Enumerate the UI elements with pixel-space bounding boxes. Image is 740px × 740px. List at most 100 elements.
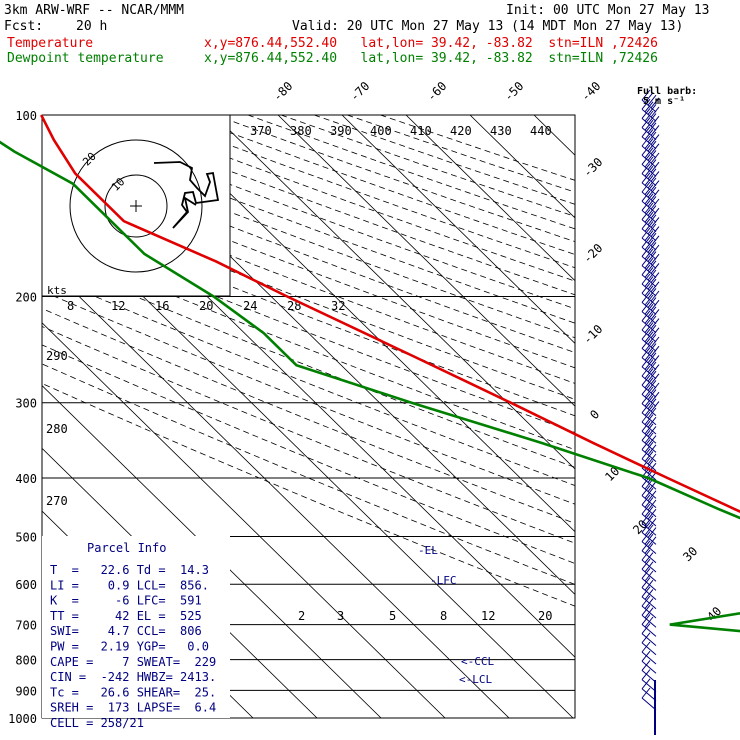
mixing-ratio-label: 20	[199, 299, 213, 313]
isotherm	[42, 259, 510, 718]
dewpoint-series-label: Dewpoint temperature	[7, 51, 164, 66]
theta-e-label: 270	[46, 494, 68, 508]
parcel-info-row: TT = 42 EL = 525	[50, 609, 202, 623]
theta-e-label: 290	[46, 349, 68, 363]
dry-adiabat	[42, 344, 575, 564]
isotherm	[213, 115, 575, 470]
wind-barb	[641, 117, 660, 140]
dry-adiabat	[214, 115, 575, 243]
isotherm-label: -60	[424, 79, 449, 104]
isotherm	[598, 115, 740, 718]
dry-adiabat-label: 440	[530, 124, 552, 138]
wind-barb	[641, 236, 660, 260]
isotherm-label: 20	[630, 517, 650, 537]
pressure-label: 600	[15, 578, 37, 592]
parcel-info-box: Parcel Info T = 22.6 Td = 14.3LI = 0.9 L…	[42, 536, 230, 730]
wind-barb	[641, 365, 660, 389]
dry-adiabat	[42, 257, 575, 468]
dry-adiabat-label: 390	[330, 124, 352, 138]
dry-adiabat-label: 410	[410, 124, 432, 138]
hodograph-units: kts	[47, 284, 67, 297]
hodograph-ring-inner	[104, 174, 168, 238]
dry-adiabat	[42, 308, 575, 524]
mixing-ratio-label: 8	[67, 299, 74, 313]
valid-time: Valid: 20 UTC Mon 27 May 13 (14 MDT Mon …	[292, 19, 684, 34]
dry-adiabat-label: 400	[370, 124, 392, 138]
wind-barb	[641, 402, 657, 426]
hodograph: 20 10 kts	[41, 114, 231, 297]
pressure-label: 300	[15, 397, 37, 411]
hodograph-trace	[153, 161, 220, 229]
mixing-ratio-label: 12	[481, 609, 495, 623]
dry-adiabat	[42, 382, 575, 607]
temperature-profile	[40, 114, 740, 513]
mixing-ratio-label: 20	[538, 609, 552, 623]
isotherm-label: 0	[587, 407, 602, 422]
dry-adiabat	[42, 290, 575, 505]
isotherm	[405, 115, 575, 282]
dry-adiabat	[314, 115, 575, 205]
dry-adiabat	[42, 326, 575, 544]
wind-barb	[641, 135, 660, 159]
wind-barb	[641, 301, 660, 324]
lcl-marker: <-LCL	[459, 673, 492, 686]
dry-adiabat	[42, 273, 575, 486]
parcel-info-row: CIN = -242 HWBZ= 2413.	[50, 670, 216, 684]
mixing-ratio-label: 2	[298, 609, 305, 623]
dry-adiabat-label: 370	[250, 124, 272, 138]
parcel-info-row: CAPE = 7 SWEAT= 229	[50, 655, 216, 669]
el-marker: -EL	[418, 544, 438, 557]
wind-barb	[641, 108, 660, 131]
parcel-info-row: T = 22.6 Td = 14.3	[50, 563, 209, 577]
isotherm	[42, 385, 382, 718]
parcel-info-row: SWI= 4.7 CCL= 806	[50, 624, 202, 638]
dry-adiabat	[42, 363, 575, 585]
isotherm-label: -50	[501, 79, 526, 104]
mixing-ratio-label: 5	[389, 609, 396, 623]
parcel-info-row: PW = 2.19 YGP= 0.0	[50, 640, 209, 654]
dry-adiabat-label: 430	[490, 124, 512, 138]
parcel-info-row: LI = 0.9 LCL= 856.	[50, 578, 209, 592]
isotherm	[726, 115, 740, 718]
parcel-info-row: K = -6 LFC= 591	[50, 594, 202, 608]
hodograph-ring-outer	[69, 139, 203, 273]
wind-barb	[641, 650, 657, 674]
isotherm-label: -10	[580, 322, 605, 347]
mixing-ratio-label: 8	[440, 609, 447, 623]
isotherm	[341, 115, 575, 344]
wind-barb	[641, 420, 657, 444]
dewpoint-profile	[0, 140, 740, 633]
isotherm	[469, 115, 575, 219]
isotherm	[277, 115, 575, 407]
dry-adiabat	[347, 115, 575, 193]
parcel-info-row: Tc = 26.6 SHEAR= 25.	[50, 685, 216, 699]
dewpoint-series-info: x,y=876.44,552.40 lat,lon= 39.42, -83.82…	[204, 51, 658, 66]
mixing-ratio-label: 24	[243, 299, 257, 313]
dry-adiabat-label: 380	[290, 124, 312, 138]
mixing-ratio-label: 16	[155, 299, 169, 313]
wind-barb	[641, 678, 657, 702]
parcel-info-title: Parcel Info	[87, 541, 166, 555]
wind-barb	[641, 98, 660, 122]
init-time: Init: 00 UTC Mon 27 May 13	[506, 3, 710, 18]
pressure-label: 400	[15, 472, 37, 486]
wind-barb	[641, 503, 657, 527]
mixing-ratio-label: 12	[111, 299, 125, 313]
wind-barbs	[641, 89, 660, 735]
parcel-info-row: CELL = 258/21	[50, 716, 144, 730]
temperature-series-info: x,y=876.44,552.40 lat,lon= 39.42, -83.82…	[204, 36, 658, 51]
ccl-marker: <-CCL	[461, 655, 494, 668]
wind-barb	[641, 89, 660, 113]
isotherm-label: 40	[704, 604, 724, 624]
pressure-label: 700	[15, 619, 37, 633]
barb-legend-title: Full barb:	[637, 86, 697, 97]
pressure-label: 500	[15, 530, 37, 544]
wind-barb	[641, 660, 657, 683]
forecast-hours: 20 h	[76, 19, 108, 34]
wind-barb	[641, 632, 657, 656]
barb-legend-value: 5 m s⁻¹	[643, 96, 685, 107]
lfc-marker: -LFC	[430, 574, 457, 587]
isotherm	[42, 322, 446, 718]
pressure-label: 200	[15, 291, 37, 305]
pressure-label: 900	[15, 684, 37, 698]
